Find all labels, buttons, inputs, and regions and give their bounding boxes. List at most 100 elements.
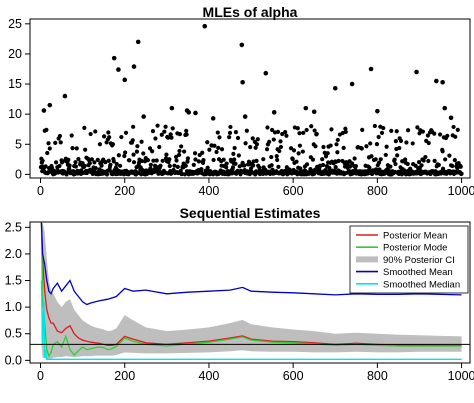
scatter-point: [375, 108, 380, 114]
scatter-point: [452, 158, 457, 163]
scatter-point: [123, 150, 128, 155]
scatter-point: [359, 146, 364, 151]
scatter-point: [376, 160, 382, 165]
bottom-plot-frame: [29, 221, 471, 364]
scatter-point: [244, 128, 249, 133]
bottom-y-tick-label: 1.5: [5, 274, 22, 288]
scatter-point: [294, 159, 299, 164]
bottom-x-tick-label: 400: [199, 369, 220, 383]
scatter-point: [255, 137, 260, 142]
scatter-point: [242, 114, 248, 119]
scatter-point: [227, 130, 233, 135]
bottom-x-tick-label: 600: [283, 369, 304, 383]
scatter-point: [47, 146, 52, 151]
scatter-point: [232, 157, 237, 162]
scatter-point: [110, 142, 116, 147]
scatter-point: [221, 157, 226, 162]
scatter-point: [227, 135, 232, 140]
top-x-tick-label: 400: [199, 184, 220, 198]
scatter-point: [410, 141, 415, 146]
scatter-point: [131, 152, 136, 157]
scatter-point: [230, 165, 236, 170]
scatter-point: [432, 158, 437, 163]
scatter-point: [448, 115, 454, 121]
top-y-tick-label: 20: [8, 47, 22, 61]
top-y-tick-label: 5: [15, 137, 22, 151]
scatter-point: [145, 158, 150, 163]
scatter-point: [162, 129, 167, 134]
scatter-point: [311, 109, 317, 115]
scatter-point: [376, 134, 381, 140]
scatter-point: [239, 42, 245, 48]
scatter-point: [211, 157, 216, 163]
bottom-panel: Sequential Estimates 0.00.51.01.52.02.5 …: [5, 205, 474, 383]
scatter-point: [127, 158, 132, 163]
scatter-point: [274, 154, 279, 159]
scatter-point: [185, 156, 190, 161]
scatter-point: [392, 157, 397, 162]
scatter-point: [92, 160, 97, 165]
scatter-point: [199, 167, 204, 172]
scatter-point: [102, 134, 107, 139]
scatter-point: [135, 39, 141, 45]
scatter-point: [404, 140, 409, 145]
scatter-point: [332, 85, 338, 91]
scatter-point: [215, 130, 220, 135]
scatter-point: [240, 79, 245, 85]
scatter-point: [174, 154, 179, 160]
scatter-point: [310, 157, 316, 162]
scatter-point: [183, 163, 188, 168]
scatter-point: [423, 154, 428, 160]
scatter-point: [451, 124, 456, 130]
bottom-y-tick-label: 2.0: [5, 247, 22, 261]
scatter-point: [263, 70, 269, 76]
series-line-smoothed-median: [40, 280, 462, 360]
scatter-point: [453, 134, 458, 139]
scatter-point: [191, 162, 196, 168]
scatter-point: [116, 153, 121, 158]
scatter-point: [193, 157, 198, 162]
scatter-point: [349, 81, 355, 87]
bottom-x-tick-label: 800: [367, 369, 388, 383]
bottom-x-tick-label: 1000: [448, 369, 474, 383]
scatter-point: [450, 163, 455, 169]
scatter-point: [158, 163, 163, 168]
bottom-y-tick-label: 0.5: [5, 327, 22, 341]
scatter-point: [395, 153, 400, 158]
scatter-point: [321, 144, 326, 150]
scatter-point: [296, 151, 301, 156]
scatter-point: [74, 146, 79, 151]
top-x-tick-label: 200: [114, 184, 135, 198]
legend-label: 90% Posterior CI: [383, 255, 455, 266]
scatter-point: [297, 143, 302, 148]
scatter-point: [233, 130, 238, 135]
scatter-point: [114, 161, 119, 167]
bottom-chart-title: Sequential Estimates: [180, 205, 321, 221]
scatter-point: [186, 110, 192, 115]
bottom-y-tick-label: 0.0: [5, 353, 22, 367]
scatter-point: [432, 131, 437, 136]
scatter-point: [139, 139, 144, 144]
scatter-point: [243, 141, 248, 146]
scatter-point: [192, 151, 198, 156]
scatter-point: [118, 163, 123, 168]
top-x-tick-label: 800: [367, 184, 388, 198]
scatter-point: [212, 143, 217, 148]
scatter-point: [403, 157, 408, 162]
scatter-point: [320, 157, 325, 162]
scatter-point: [304, 162, 310, 167]
scatter-point: [378, 157, 383, 162]
scatter-point: [150, 129, 156, 134]
scatter-point: [393, 161, 398, 167]
scatter-point: [312, 128, 317, 133]
scatter-point: [224, 165, 229, 170]
scatter-point: [278, 144, 284, 150]
scatter-point: [196, 159, 201, 164]
scatter-point: [368, 141, 373, 146]
scatter-point: [267, 139, 272, 144]
scatter-point: [119, 134, 124, 140]
scatter-point: [303, 105, 309, 111]
bottom-x-axis: 0 200 400 600 800 1000: [37, 363, 474, 383]
scatter-point: [216, 145, 221, 151]
